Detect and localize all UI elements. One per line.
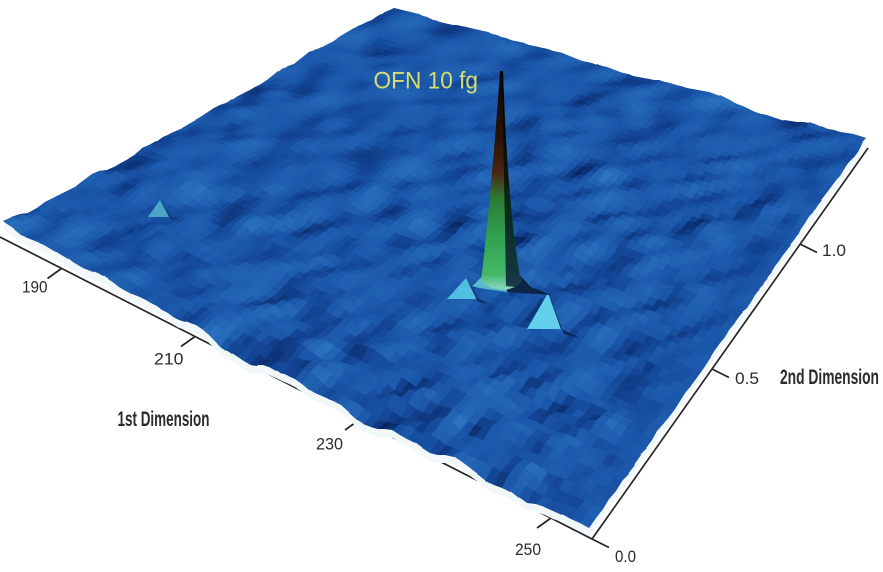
svg-text:1st Dimension: 1st Dimension: [118, 408, 210, 431]
svg-text:210: 210: [154, 351, 184, 369]
svg-text:1.0: 1.0: [822, 242, 846, 260]
svg-text:230: 230: [316, 436, 343, 454]
svg-text:0.5: 0.5: [735, 370, 759, 388]
svg-text:0.0: 0.0: [615, 548, 636, 566]
svg-text:250: 250: [515, 541, 541, 559]
svg-text:190: 190: [22, 279, 48, 297]
svg-text:2nd Dimension: 2nd Dimension: [780, 366, 879, 389]
svg-text:OFN 10 fg: OFN 10 fg: [374, 68, 479, 95]
